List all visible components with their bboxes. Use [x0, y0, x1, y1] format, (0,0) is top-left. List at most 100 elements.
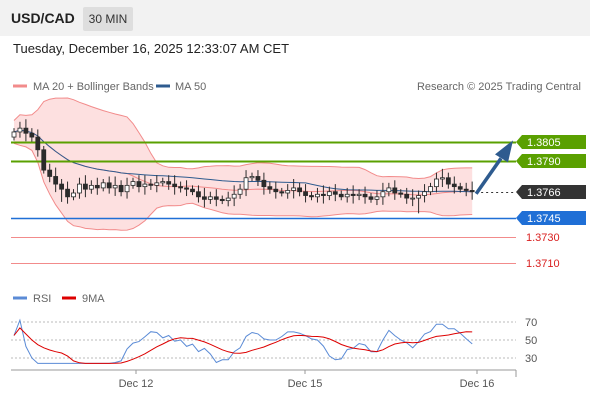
x-tick-label: Dec 12	[119, 378, 154, 390]
candle-body	[130, 181, 136, 186]
candle-body	[148, 183, 154, 186]
candle-body	[77, 183, 82, 194]
candle-body	[88, 184, 94, 190]
candle-body	[273, 188, 279, 193]
candle-body	[261, 179, 267, 188]
rsi-path	[13, 318, 473, 364]
candle-body	[83, 183, 88, 190]
level-tag-text: 1.3790	[527, 156, 561, 168]
forecast-arrow	[474, 140, 513, 195]
candle-body	[439, 177, 445, 180]
candle-body	[136, 181, 142, 188]
bollinger-lower	[13, 142, 473, 231]
candle-body	[315, 193, 320, 198]
candle-body	[344, 193, 350, 198]
candle-body	[23, 127, 29, 134]
level-tag	[516, 154, 586, 168]
candle-body	[368, 196, 374, 200]
bollinger-band-fill	[14, 98, 473, 231]
candle-body	[309, 195, 314, 198]
candle-body	[416, 195, 422, 199]
candle-body	[190, 188, 195, 193]
candle-body	[118, 184, 124, 193]
candle-body	[35, 136, 41, 151]
chart-datetime: Tuesday, December 16, 2025 12:33:07 AM C…	[13, 41, 290, 56]
candle-body	[362, 193, 368, 198]
x-tick-label: Dec 15	[288, 378, 323, 390]
candle-body	[386, 187, 392, 193]
rsi-legend-label: RSI	[33, 293, 51, 305]
candle-body	[172, 183, 178, 188]
candle-body	[184, 187, 189, 190]
candle-body	[291, 187, 297, 191]
candle-body	[285, 190, 291, 194]
candle-body	[404, 193, 410, 199]
candle-body	[398, 192, 404, 195]
candle-body	[297, 187, 303, 193]
candle-body	[463, 188, 469, 191]
candle-body	[219, 198, 225, 202]
candle-body	[100, 182, 106, 189]
candle-body	[207, 196, 213, 200]
level-tag-text: 1.3805	[527, 137, 561, 149]
candle-body	[469, 190, 475, 193]
timeframe-button[interactable]: 30 MIN	[83, 7, 133, 31]
rsi-lines	[13, 318, 473, 364]
candle-body	[237, 188, 243, 195]
candle-body	[47, 169, 53, 177]
candle-body	[434, 178, 439, 188]
copyright-label: Research © 2025 Trading Central	[417, 81, 581, 93]
level-tag-text: 1.3766	[527, 187, 561, 199]
candle-body	[231, 193, 237, 199]
level-lines	[11, 141, 516, 264]
rsi-ma-path	[13, 327, 473, 364]
ma50-legend-label: MA 50	[175, 81, 206, 93]
rsi-ma-legend-label: 9MA	[82, 293, 105, 305]
rsi-grid: 30 50 70	[11, 317, 537, 365]
candle-body	[303, 191, 308, 196]
level-tags: 1.3805 1.3790 1.3766 1.3745 1.3730 1.3710	[516, 135, 586, 270]
level-tag-text: 1.3710	[526, 258, 560, 270]
candle-body	[71, 192, 76, 198]
candle-body	[356, 193, 362, 196]
candle-body	[392, 187, 398, 194]
bollinger-legend-label: MA 20 + Bollinger Bands	[33, 81, 154, 93]
candle-body	[213, 196, 219, 200]
candle-body	[166, 181, 172, 185]
candle-body	[350, 193, 356, 196]
rsi-axis-label: 50	[525, 335, 537, 347]
candle-body	[428, 186, 433, 193]
forecast-arrow-shaft	[474, 157, 503, 195]
rsi-axis-label: 30	[525, 353, 537, 365]
candle-body	[17, 127, 23, 133]
candle-body	[332, 191, 338, 195]
candle-body	[124, 184, 130, 193]
candle-body	[255, 176, 261, 181]
bollinger-band	[13, 97, 473, 231]
candle-body	[201, 196, 207, 200]
candle-body	[451, 183, 457, 188]
x-axis-labels: Dec 12 Dec 15 Dec 16	[119, 370, 494, 390]
candles	[11, 119, 475, 214]
candle-body	[29, 132, 35, 138]
candle-body	[154, 182, 160, 186]
bollinger-upper	[13, 97, 473, 180]
candle-body	[196, 191, 201, 198]
candle-body	[65, 188, 70, 198]
candle-body	[142, 183, 148, 188]
candle-body	[380, 191, 386, 198]
candle-body	[225, 197, 231, 202]
forecast-arrow-head	[495, 140, 513, 163]
candle-body	[106, 182, 112, 189]
level-tag-text: 1.3745	[527, 213, 561, 225]
candle-body	[457, 186, 463, 190]
candle-body	[422, 191, 427, 196]
currency-pair: USD/CAD	[11, 10, 75, 26]
level-tag	[516, 185, 586, 199]
level-tag-text: 1.3730	[526, 232, 560, 244]
candle-body	[11, 131, 17, 138]
candle-body	[410, 197, 416, 200]
candle-body	[243, 177, 249, 190]
candle-body	[445, 177, 451, 185]
